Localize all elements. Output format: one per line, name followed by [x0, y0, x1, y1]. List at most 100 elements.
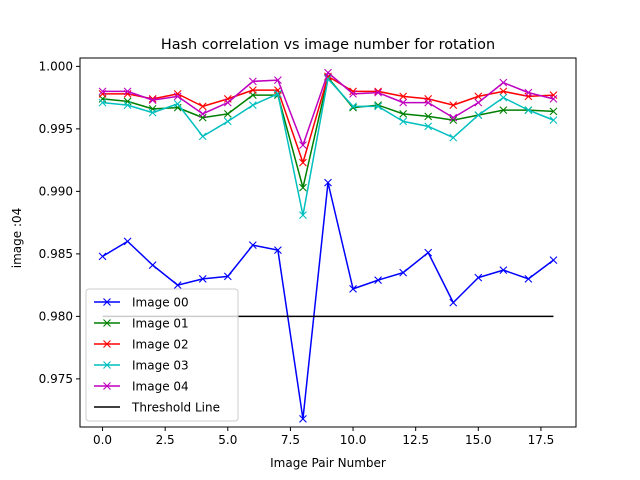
data-point: [98, 252, 107, 261]
data-point: [173, 92, 182, 101]
data-point: [524, 274, 533, 283]
data-point: [524, 106, 533, 115]
x-tick-label: 5.0: [218, 433, 237, 447]
data-point: [424, 122, 433, 131]
data-point: [374, 102, 382, 111]
data-point: [123, 237, 132, 246]
data-point: [474, 111, 483, 120]
data-point: [374, 276, 382, 285]
data-point: [223, 98, 232, 107]
data-point: [148, 96, 157, 105]
data-point: [198, 113, 207, 122]
data-point: [248, 86, 257, 95]
legend-marker: [103, 298, 111, 306]
legend-marker: [103, 340, 111, 348]
legend-item: Image 02: [94, 338, 189, 352]
data-point: [499, 266, 508, 275]
data-point: [198, 102, 207, 111]
data-point: [449, 101, 458, 110]
y-tick-label: 0.985: [39, 247, 73, 261]
data-point: [173, 281, 182, 290]
data-point: [524, 88, 533, 97]
x-ticks: 0.0 2.5 5.0 7.5 10.0 12.5 15.0 17.5: [93, 427, 554, 447]
legend-marker: [103, 361, 111, 369]
data-point: [474, 273, 483, 282]
data-point: [424, 94, 433, 103]
legend-item: Threshold Line: [94, 401, 220, 415]
x-tick-label: 7.5: [281, 433, 300, 447]
data-point: [198, 109, 207, 118]
data-point: [399, 92, 408, 101]
data-point: [148, 108, 157, 117]
legend-label: Image 01: [132, 317, 189, 331]
data-point: [349, 89, 357, 98]
data-point: [173, 99, 182, 108]
data-point: [499, 93, 508, 102]
data-point: [424, 112, 433, 121]
y-tick-label: 1.000: [39, 59, 73, 73]
data-point: [549, 91, 558, 100]
data-point: [123, 87, 132, 96]
data-point: [248, 77, 257, 86]
legend-item: Image 00: [94, 296, 189, 310]
y-tick-label: 0.980: [39, 309, 73, 323]
data-point: [549, 256, 558, 265]
data-point: [549, 107, 558, 116]
data-point: [198, 132, 207, 141]
data-point: [424, 98, 433, 107]
data-point: [248, 241, 257, 250]
data-point: [248, 101, 257, 110]
data-point: [223, 117, 232, 126]
x-tick-label: 15.0: [465, 433, 492, 447]
data-point: [499, 106, 508, 115]
y-tick-label: 0.990: [39, 184, 73, 198]
x-tick-label: 0.0: [93, 433, 112, 447]
data-point: [223, 109, 232, 118]
data-point: [474, 98, 483, 107]
legend-marker: [103, 382, 111, 390]
data-point: [324, 178, 332, 187]
y-tick-label: 0.975: [39, 372, 73, 386]
x-tick-label: 12.5: [402, 433, 429, 447]
data-point: [399, 117, 408, 126]
data-point: [148, 261, 157, 270]
data-point: [449, 113, 458, 122]
data-point: [274, 76, 282, 85]
data-point: [198, 274, 207, 283]
legend-item: Image 04: [94, 380, 189, 394]
y-ticks: 0.975 0.980 0.985 0.990 0.995 1.000: [39, 59, 80, 386]
series-image-04: [98, 68, 558, 150]
legend-box: [85, 288, 239, 422]
x-tick-label: 17.5: [528, 433, 555, 447]
legend-label: Image 04: [132, 380, 189, 394]
data-point: [98, 98, 107, 107]
legend-marker: [103, 319, 111, 327]
legend-label: Image 03: [132, 359, 189, 373]
data-point: [374, 88, 382, 97]
legend-label: Threshold Line: [131, 401, 220, 415]
data-point: [274, 246, 282, 255]
data-point: [324, 68, 332, 77]
data-point: [449, 298, 458, 307]
x-tick-label: 2.5: [156, 433, 175, 447]
y-tick-label: 0.995: [39, 122, 73, 136]
plot-area: [98, 68, 558, 423]
x-axis-label: Image Pair Number: [270, 456, 386, 470]
data-point: [148, 94, 157, 103]
series-image-00: [98, 178, 558, 423]
data-point: [299, 414, 307, 423]
legend-item: Image 01: [94, 317, 189, 331]
data-point: [123, 101, 132, 110]
data-point: [399, 98, 408, 107]
data-point: [299, 141, 307, 150]
data-point: [449, 116, 458, 125]
data-point: [349, 284, 357, 293]
legend-label: Image 00: [132, 296, 189, 310]
data-point: [299, 183, 307, 192]
data-point: [524, 92, 533, 101]
data-point: [274, 89, 282, 98]
data-point: [474, 92, 483, 101]
data-point: [349, 102, 357, 111]
x-tick-label: 10.0: [340, 433, 367, 447]
